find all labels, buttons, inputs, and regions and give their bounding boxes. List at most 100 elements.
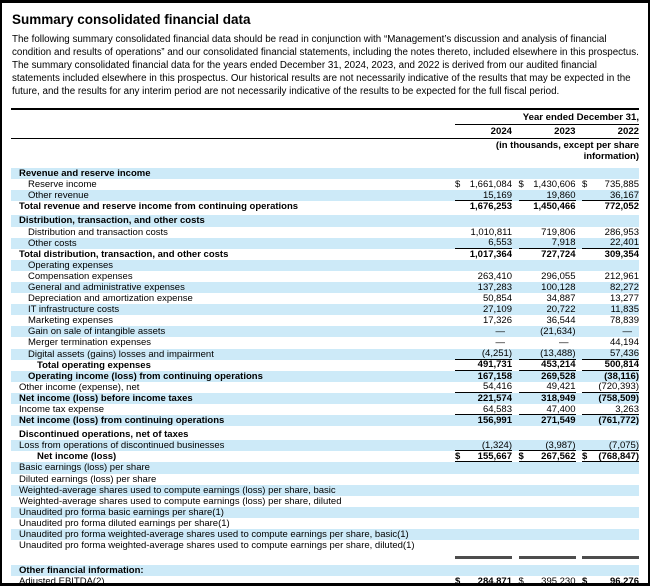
value: 1,430,606 [533,179,576,191]
row-label: Reserve income [28,179,97,191]
value-cell [582,168,639,179]
table-row: Loss from operations of discontinued bus… [11,439,639,452]
section-header-row: Unaudited pro forma weighted-average sha… [11,529,639,541]
value: (38,116) [604,370,639,382]
value-cell: 17,326 [455,315,512,326]
value-cell: 49,421 [518,381,576,393]
value-cell: 6,553 [455,237,512,249]
value-cell [519,518,576,529]
dollar-sign: $ [455,450,461,462]
value-cell [455,485,512,496]
row-label: Compensation expenses [28,270,133,282]
value: — [495,326,506,338]
value-cell [519,565,576,576]
value-cell [455,540,512,551]
value: 50,854 [482,293,512,305]
row-label: Income tax expense [19,404,105,415]
table-row: Marketing expenses 17,326 36,544 78,839 [11,315,639,327]
value: 3,263 [615,403,639,415]
value: 34,887 [546,293,576,305]
value-cell: 20,722 [519,304,576,316]
value-cell: 82,272 [582,282,639,293]
value-cell [519,529,576,540]
table-row: Total operating expenses 491,731 453,214 50… [11,359,639,371]
value-cell: 47,400 [518,403,576,416]
value-cell: 500,814 [582,359,639,371]
value: (7,075) [608,439,639,451]
value-cell: 221,574 [455,393,512,404]
value-cell: 78,839 [582,315,639,326]
value-cell: 64,583 [455,404,512,416]
value-cell [519,474,576,485]
value: 309,354 [604,248,639,260]
row-label: Depreciation and amortization expense [28,293,193,305]
value-cell: — [582,326,639,337]
value-cell: (720,393) [582,381,639,393]
blank-value-bar [455,555,512,560]
value-cell: $1,430,606 [519,179,576,190]
table-row: Other income (expense), net 54,416 49,421 (… [11,381,639,393]
row-label: Adjusted EBITDA(2) [19,576,105,586]
row-label: Net income (loss) [37,451,117,463]
value-cell: 36,544 [519,315,575,326]
value: 57,436 [609,348,639,360]
value-cell: $395,230 [519,576,576,586]
table-row: General and administrative expenses 137,2… [11,281,639,294]
row-label: Loss from operations of discontinued bus… [19,440,225,452]
value-cell [582,565,639,576]
value-cell [455,462,512,473]
value: 296,055 [541,270,576,282]
value-cell [455,553,512,562]
row-label: Other costs [28,237,77,249]
value: 20,722 [546,304,576,316]
value: 221,574 [477,392,512,404]
value: 395,230 [541,576,576,586]
value-cell: (7,075) [582,439,639,452]
value-cell [582,260,639,271]
value-cell: — [455,326,512,337]
row-label: Total revenue and reserve income from co… [19,201,299,213]
value-cell [455,529,512,540]
value-cell [455,565,512,576]
section-header-row: Revenue and reserve income [11,168,639,180]
value: 284,871 [477,576,512,586]
value: 47,400 [546,403,576,415]
table-row: Total revenue and reserve income from co… [11,201,639,213]
value-cell [519,462,576,473]
year-headers-row: 2024 2023 2022 [11,125,639,140]
value-cell [455,474,512,485]
blank-value-bar [582,555,639,560]
value-cell: (21,634) [519,326,576,338]
value-cell: 100,128 [519,282,575,293]
section-header-row: Discontinued operations, net of taxes [11,429,639,441]
value-cell: 11,835 [582,304,639,315]
year-headers-spacer [11,126,455,137]
row-label: Other revenue [28,190,89,202]
row-label: Unaudited pro forma weighted-average sha… [19,540,415,552]
table-row: Digital assets (gains) losses and impair… [11,348,639,360]
value: — [622,326,633,338]
value: (761,772) [598,415,639,427]
value-cell: $267,562 [518,450,576,463]
row-label: Operating income (loss) from continuing … [28,370,263,382]
value: 36,167 [609,189,639,201]
value-cell: (758,509) [582,393,639,404]
value: 22,401 [609,237,639,249]
value: 491,731 [477,359,512,371]
table-row: Adjusted EBITDA(2) $284,871 $395,230 $96,27… [11,576,639,586]
table-row: Gain on sale of intangible assets — (21,63… [11,326,639,338]
value-cell: 19,860 [518,190,576,202]
value-cell [455,507,512,518]
value: (21,634) [540,326,576,338]
value: 267,562 [541,450,576,462]
value-cell: 36,167 [582,189,639,202]
value: 318,949 [541,392,576,404]
table-row: Other revenue 15,169 19,860 36,167 [11,189,639,202]
value: 727,724 [541,248,576,260]
value: 82,272 [609,281,639,293]
value-cell: 137,283 [455,282,512,293]
value-cell: (38,116) [582,371,639,382]
table-top-rule [11,107,639,111]
value: 286,953 [604,226,639,238]
